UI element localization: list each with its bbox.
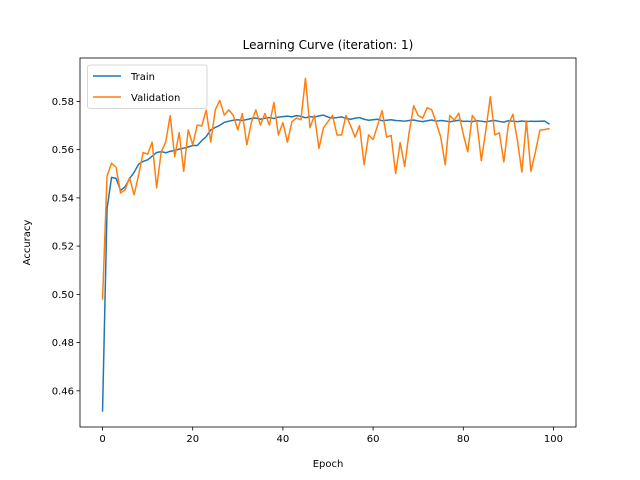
x-tick-label: 80	[457, 434, 470, 445]
y-tick-label: 0.50	[52, 290, 74, 301]
legend-label-validation: Validation	[131, 93, 180, 104]
x-tick-label: 60	[367, 434, 380, 445]
x-tick-label: 20	[186, 434, 199, 445]
axis-ticks: 0 20 40 60 80 100 0.46 0.48 0.50 0.52 0.54 0.56 0.58	[52, 97, 563, 445]
y-tick-label: 0.52	[52, 242, 74, 253]
legend-label-train: Train	[130, 72, 155, 83]
y-tick-label: 0.56	[52, 145, 74, 156]
series-line-validation	[101, 77, 550, 300]
y-axis-label: Accuracy	[22, 220, 33, 266]
y-tick-label: 0.54	[52, 193, 74, 204]
y-tick-label: 0.58	[52, 97, 74, 108]
x-tick-label: 100	[544, 434, 563, 445]
y-tick-label: 0.46	[52, 386, 74, 397]
series-line-train	[101, 114, 550, 412]
axes-frame	[79, 57, 577, 428]
legend: Train Validation	[87, 64, 208, 109]
y-tick-label: 0.48	[52, 338, 74, 349]
series-train	[101, 114, 550, 412]
series-layer	[101, 77, 550, 412]
series-validation	[101, 77, 550, 300]
x-axis-label: Epoch	[313, 459, 344, 470]
x-tick-label: 40	[277, 434, 290, 445]
x-tick-label: 0	[99, 434, 105, 445]
chart-title: Learning Curve (iteration: 1)	[243, 38, 414, 52]
